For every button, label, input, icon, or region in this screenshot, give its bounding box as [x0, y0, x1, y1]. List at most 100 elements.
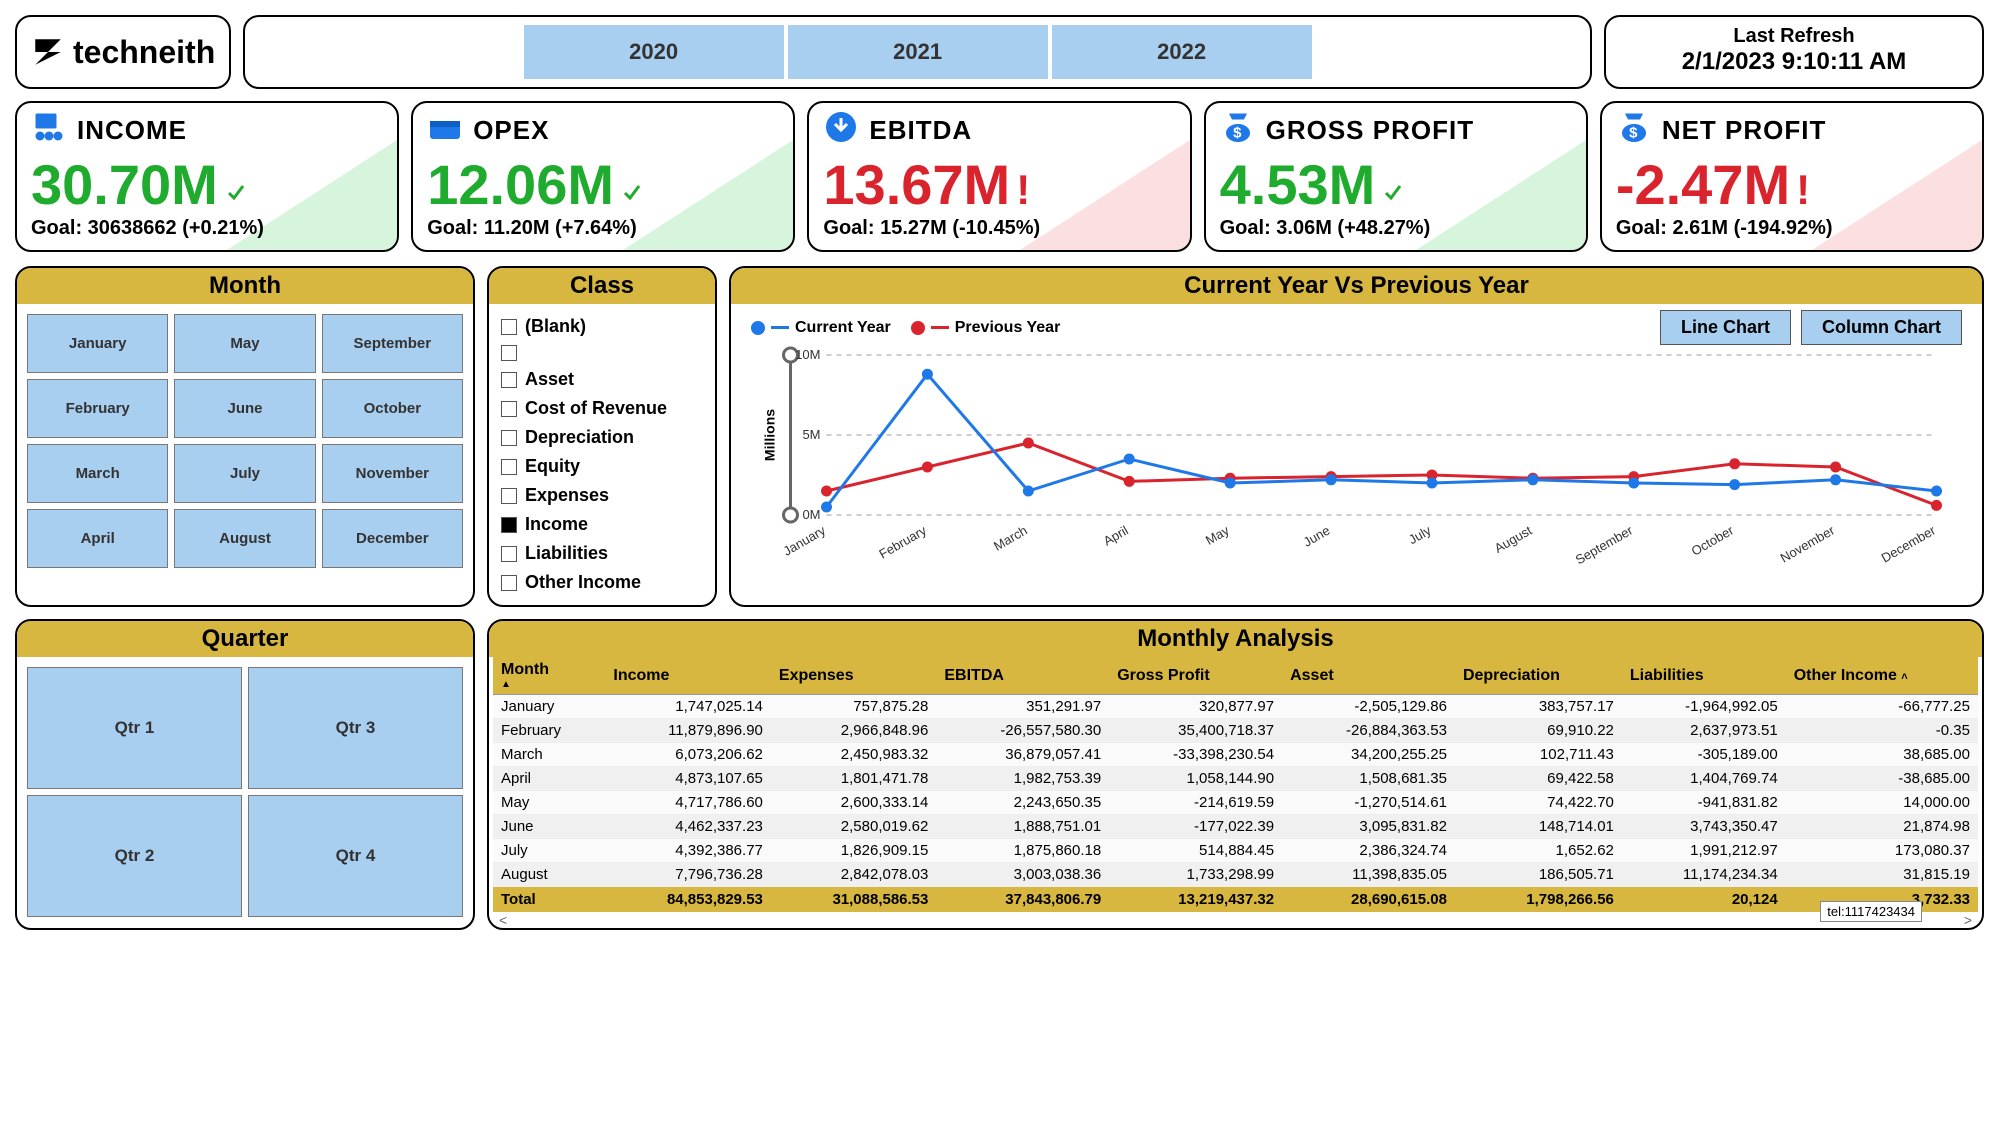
checkbox-icon — [501, 401, 517, 417]
svg-text:December: December — [1879, 522, 1939, 565]
year-tab-2022[interactable]: 2022 — [1052, 25, 1312, 79]
kpi-name: INCOME — [77, 115, 187, 146]
svg-text:0M: 0M — [802, 507, 820, 522]
table-header[interactable]: Month▲ — [493, 657, 605, 695]
chart-tab-line[interactable]: Line Chart — [1660, 310, 1791, 345]
table-cell: 1,508,681.35 — [1282, 767, 1455, 791]
table-cell: 21,874.98 — [1786, 815, 1978, 839]
class-item[interactable]: Other Income — [501, 568, 703, 597]
table-header[interactable]: Asset — [1282, 657, 1455, 695]
class-item[interactable]: Income — [501, 510, 703, 539]
class-item[interactable]: Cost of Revenue — [501, 394, 703, 423]
table-header[interactable]: Gross Profit — [1109, 657, 1282, 695]
table-header[interactable]: EBITDA — [936, 657, 1109, 695]
table-cell: 31,815.19 — [1786, 863, 1978, 887]
table-cell: 2,580,019.62 — [771, 815, 936, 839]
quarter-button[interactable]: Qtr 2 — [27, 795, 242, 917]
month-button[interactable]: September — [322, 314, 463, 373]
table-cell: March — [493, 743, 605, 767]
table-row[interactable]: August7,796,736.282,842,078.033,003,038.… — [493, 863, 1978, 887]
table-cell: 383,757.17 — [1455, 695, 1622, 719]
table-total-cell: 37,843,806.79 — [936, 887, 1109, 913]
table-cell: 1,747,025.14 — [605, 695, 770, 719]
line-chart[interactable]: Millions10M5M0MJanuaryFebruaryMarchApril… — [741, 345, 1972, 565]
class-item[interactable]: Equity — [501, 452, 703, 481]
table-cell: 102,711.43 — [1455, 743, 1622, 767]
table-cell: 4,717,786.60 — [605, 791, 770, 815]
table-row[interactable]: April4,873,107.651,801,471.781,982,753.3… — [493, 767, 1978, 791]
month-button[interactable]: June — [174, 379, 315, 438]
table-cell: -33,398,230.54 — [1109, 743, 1282, 767]
link-tooltip: tel:1117423434 — [1820, 901, 1922, 922]
kpi-ebitda[interactable]: EBITDA13.67M!Goal: 15.27M (-10.45%) — [807, 101, 1191, 252]
kpi-net-profit[interactable]: $NET PROFIT-2.47M!Goal: 2.61M (-194.92%) — [1600, 101, 1984, 252]
kpi-income[interactable]: INCOME30.70MGoal: 30638662 (+0.21%) — [15, 101, 399, 252]
table-row[interactable]: March6,073,206.622,450,983.3236,879,057.… — [493, 743, 1978, 767]
kpi-value: -2.47M — [1616, 152, 1790, 217]
class-item[interactable] — [501, 341, 703, 365]
kpi-icon — [823, 109, 859, 152]
month-button[interactable]: January — [27, 314, 168, 373]
kpi-status-icon — [1381, 152, 1405, 217]
table-row[interactable]: May4,717,786.602,600,333.142,243,650.35-… — [493, 791, 1978, 815]
class-item[interactable]: (Blank) — [501, 312, 703, 341]
table-cell: February — [493, 719, 605, 743]
class-item[interactable]: Expenses — [501, 481, 703, 510]
table-cell: 351,291.97 — [936, 695, 1109, 719]
table-row[interactable]: July4,392,386.771,826,909.151,875,860.18… — [493, 839, 1978, 863]
month-button[interactable]: December — [322, 509, 463, 568]
month-button[interactable]: May — [174, 314, 315, 373]
month-button[interactable]: April — [27, 509, 168, 568]
month-button[interactable]: August — [174, 509, 315, 568]
brand-text: techneith — [73, 34, 215, 71]
table-cell: 11,398,835.05 — [1282, 863, 1455, 887]
class-item[interactable]: Asset — [501, 365, 703, 394]
chart-tab-column[interactable]: Column Chart — [1801, 310, 1962, 345]
kpi-goal: Goal: 30638662 (+0.21%) — [31, 217, 383, 240]
table-header[interactable]: Income — [605, 657, 770, 695]
kpi-status-icon: ! — [1016, 152, 1030, 217]
class-filter-panel: Class (Blank)AssetCost of RevenueDepreci… — [487, 266, 717, 607]
table-header[interactable]: Depreciation — [1455, 657, 1622, 695]
month-button[interactable]: July — [174, 444, 315, 503]
table-cell: 320,877.97 — [1109, 695, 1282, 719]
svg-text:$: $ — [1629, 125, 1639, 142]
table-cell: 1,733,298.99 — [1109, 863, 1282, 887]
quarter-button[interactable]: Qtr 1 — [27, 667, 242, 789]
table-scroll[interactable]: <> — [493, 912, 1978, 928]
checkbox-icon — [501, 345, 517, 361]
svg-text:June: June — [1301, 523, 1333, 550]
table-cell: 11,174,234.34 — [1622, 863, 1786, 887]
quarter-button[interactable]: Qtr 4 — [248, 795, 463, 917]
month-grid: JanuaryMaySeptember FebruaryJuneOctober Ma… — [27, 314, 463, 568]
table-header[interactable]: Liabilities — [1622, 657, 1786, 695]
table-cell: 1,826,909.15 — [771, 839, 936, 863]
class-label: Other Income — [525, 572, 641, 593]
table-cell: 1,875,860.18 — [936, 839, 1109, 863]
class-label: Liabilities — [525, 543, 608, 564]
month-button[interactable]: February — [27, 379, 168, 438]
table-header[interactable]: Expenses — [771, 657, 936, 695]
table-row[interactable]: June4,462,337.232,580,019.621,888,751.01… — [493, 815, 1978, 839]
kpi-gross-profit[interactable]: $GROSS PROFIT4.53MGoal: 3.06M (+48.27%) — [1204, 101, 1588, 252]
month-button[interactable]: March — [27, 444, 168, 503]
monthly-analysis-table[interactable]: Month▲IncomeExpensesEBITDAGross ProfitAs… — [493, 657, 1978, 912]
year-tab-2021[interactable]: 2021 — [788, 25, 1048, 79]
last-refresh-timestamp: 2/1/2023 9:10:11 AM — [1620, 48, 1968, 76]
chart-legend: Current Year Previous Year — [751, 319, 1060, 337]
quarter-button[interactable]: Qtr 3 — [248, 667, 463, 789]
class-item[interactable]: Depreciation — [501, 423, 703, 452]
kpi-opex[interactable]: OPEX12.06MGoal: 11.20M (+7.64%) — [411, 101, 795, 252]
table-title: Monthly Analysis — [489, 621, 1982, 657]
table-total-cell: 31,088,586.53 — [771, 887, 936, 913]
table-header[interactable]: Other Income ˄ — [1786, 657, 1978, 695]
month-button[interactable]: October — [322, 379, 463, 438]
class-item[interactable]: Liabilities — [501, 539, 703, 568]
month-button[interactable]: November — [322, 444, 463, 503]
table-row[interactable]: February11,879,896.902,966,848.96-26,557… — [493, 719, 1978, 743]
table-cell: 3,003,038.36 — [936, 863, 1109, 887]
table-row[interactable]: January1,747,025.14757,875.28351,291.973… — [493, 695, 1978, 719]
table-cell: 36,879,057.41 — [936, 743, 1109, 767]
year-tab-2020[interactable]: 2020 — [524, 25, 784, 79]
year-selector: 2020 2021 2022 — [243, 15, 1592, 89]
